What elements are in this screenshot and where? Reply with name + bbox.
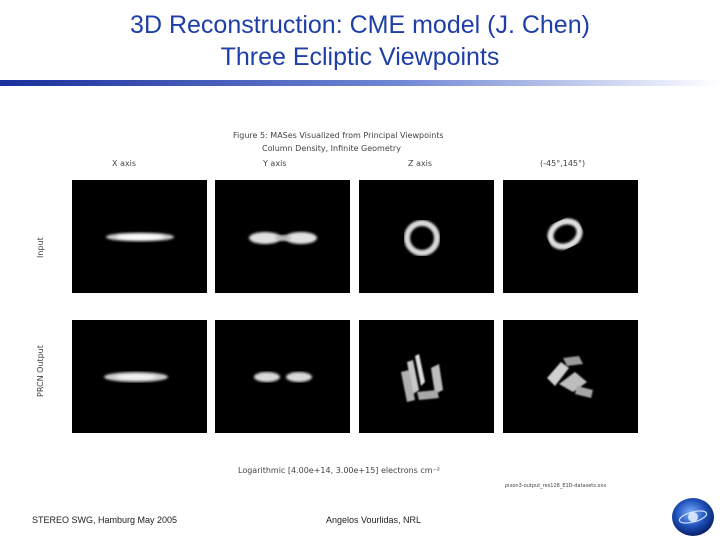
column-header-oblique: (-45°,145°) — [540, 159, 586, 168]
panel-input-oblique — [503, 180, 638, 293]
panel-input-y — [215, 180, 350, 293]
figure-caption-line2: Column Density, Infinite Geometry — [262, 144, 401, 153]
colorbar-label: Logarithmic [4.00e+14, 3.00e+15] electro… — [238, 466, 440, 475]
footer-author: Angelos Vourlidas, NRL — [326, 515, 422, 525]
figure-filename: pixon3-output_res128_E1D-datasets.xxx — [505, 483, 607, 489]
panel-output-x — [72, 320, 207, 433]
slide-title-line1: 3D Reconstruction: CME model (J. Chen) — [130, 11, 590, 39]
footer-meeting: STEREO SWG, Hamburg May 2005 — [32, 515, 178, 525]
title-divider — [0, 80, 720, 86]
panel-output-y — [215, 320, 350, 433]
panel-output-z — [359, 320, 494, 433]
panel-input-z — [359, 180, 494, 293]
column-header-x: X axis — [112, 159, 137, 168]
figure-caption-line1: Figure 5: MASes Visualized from Principa… — [233, 131, 444, 140]
row-label-output: PRCN Output — [36, 345, 45, 397]
column-header-z: Z axis — [408, 159, 433, 168]
stereo-logo-icon — [672, 498, 714, 536]
row-label-input: Input — [36, 237, 45, 258]
panel-input-x — [72, 180, 207, 293]
slide-title-line2: Three Ecliptic Viewpoints — [220, 43, 500, 71]
column-header-y: Y axis — [263, 159, 287, 168]
panel-output-oblique — [503, 320, 638, 433]
